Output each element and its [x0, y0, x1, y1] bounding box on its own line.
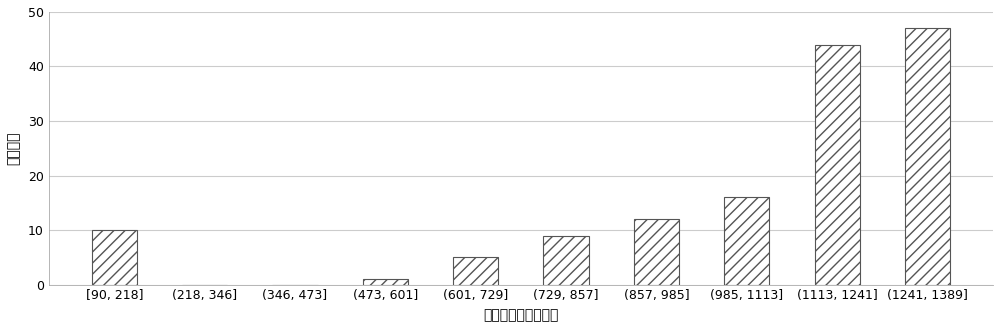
Bar: [724, 197, 769, 285]
Bar: [453, 257, 498, 285]
X-axis label: 量维波动的量级范围: 量维波动的量级范围: [483, 308, 559, 322]
Bar: [905, 28, 950, 285]
Bar: [815, 45, 860, 285]
Bar: [363, 279, 408, 285]
Bar: [634, 219, 679, 285]
Bar: [92, 230, 137, 285]
Y-axis label: 波动频次: 波动频次: [7, 132, 21, 165]
Bar: [543, 236, 589, 285]
